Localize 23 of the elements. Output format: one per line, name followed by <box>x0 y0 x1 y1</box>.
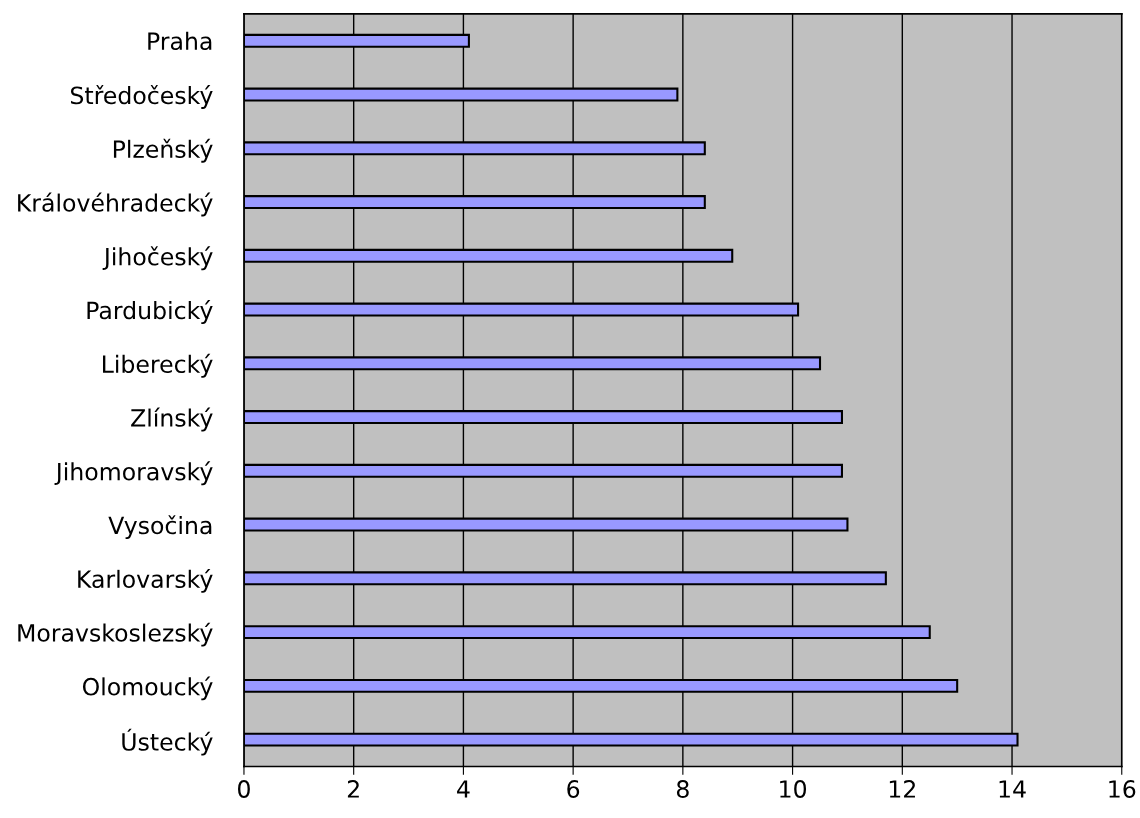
y-tick-label: Středočeský <box>70 85 213 109</box>
y-tick-label: Plzeňský <box>113 138 213 163</box>
y-tick-label: Ústecký <box>122 728 213 756</box>
y-tick-label: Moravskoslezský <box>18 622 213 647</box>
y-tick-label: Olomoucký <box>82 676 213 701</box>
y-tick-label: Vysočina <box>108 515 212 539</box>
x-tick-label: 2 <box>347 780 359 798</box>
y-tick-label: Praha <box>148 31 212 51</box>
y-tick-label: Pardubický <box>87 300 213 324</box>
y-tick-label: Jihomoravský <box>54 461 213 486</box>
x-tick-label: 8 <box>676 780 689 798</box>
x-tick-label: 10 <box>780 780 807 798</box>
x-tick-label: 16 <box>1109 780 1136 798</box>
x-tick-label: 12 <box>889 780 915 798</box>
y-tick-label: Královéhradecký <box>18 192 213 217</box>
y-tick-label: Liberecký <box>103 353 213 378</box>
x-tick-label: 14 <box>999 780 1026 798</box>
x-tick-label: 6 <box>567 780 580 798</box>
x-tick-label: 0 <box>238 780 250 798</box>
x-tick-label: 4 <box>457 780 470 798</box>
y-tick-label: Karlovarský <box>78 568 213 593</box>
y-tick-label: Zlínský <box>131 407 213 432</box>
y-tick-label: Jihočeský <box>102 246 213 271</box>
